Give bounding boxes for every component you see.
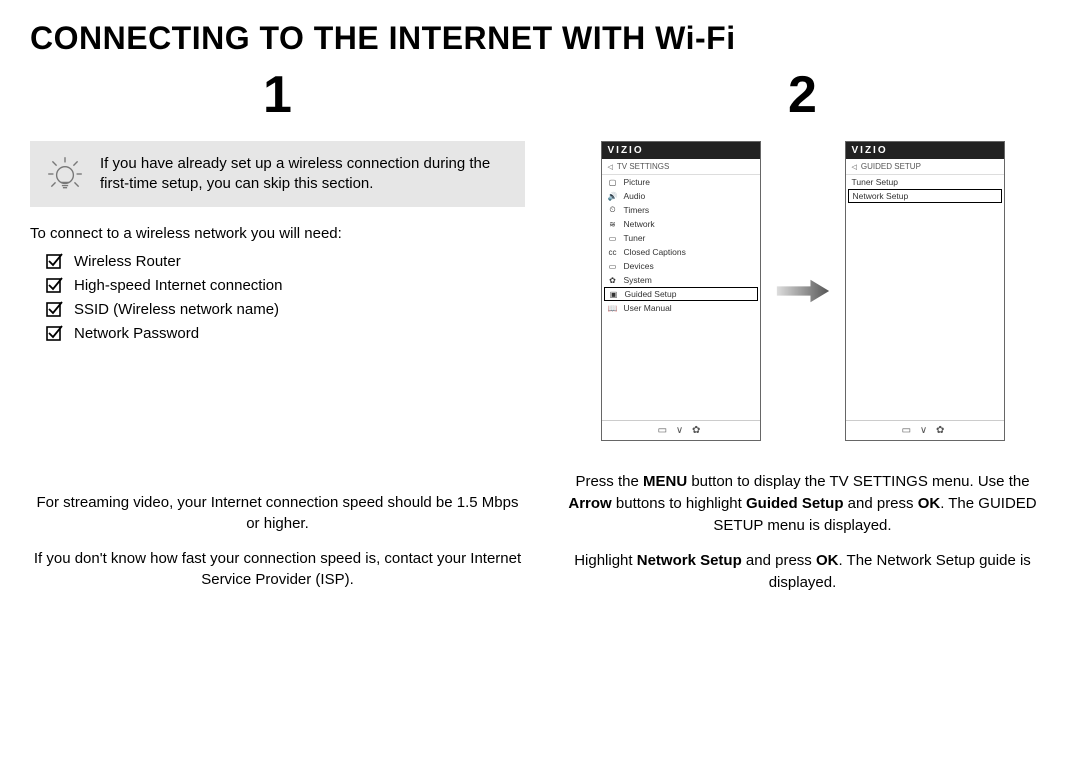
timers-icon: ⏲ — [608, 206, 618, 214]
menu-item-label: Network Setup — [853, 191, 909, 201]
back-triangle-icon: ◁ — [608, 163, 613, 171]
menu-item: ≋ Network — [602, 217, 760, 231]
menu-item-label: Devices — [624, 261, 654, 271]
screens-row: VIZIO ◁ TV SETTINGS ▢ Picture 🔊 Audio ⏲ Tim… — [555, 141, 1050, 441]
list-item: High-speed Internet connection — [46, 276, 525, 294]
screen-brand: VIZIO — [846, 142, 1004, 159]
menu-list: ▢Picture 🔊Audio ⏲Timers ≋Network ▭Tuner … — [602, 175, 760, 420]
list-item-label: High-speed Internet connection — [74, 277, 282, 294]
screen-header-label: GUIDED SETUP — [861, 162, 921, 171]
menu-item: ✿ System — [602, 273, 760, 287]
menu-item-selected: Network Setup — [848, 189, 1002, 203]
tip-box: If you have already set up a wireless co… — [30, 141, 525, 207]
page-title: CONNECTING TO THE INTERNET WITH Wi-Fi — [30, 20, 1050, 57]
audio-icon: 🔊 — [608, 192, 618, 200]
screen-footer: ▭ ∨ ✿ — [602, 420, 760, 440]
network-icon: ≋ — [608, 220, 618, 228]
checkmark-icon — [46, 324, 64, 342]
menu-item: ▭ Devices — [602, 259, 760, 273]
note-2: If you don't know how fast your connecti… — [30, 548, 525, 590]
menu-item: ▭ Tuner — [602, 231, 760, 245]
step-2-column: 2 VIZIO ◁ TV SETTINGS ▢ Picture 🔊 Audio ⏲ T… — [555, 65, 1050, 594]
back-triangle-icon: ◁ — [852, 163, 857, 171]
system-icon: ✿ — [608, 276, 618, 284]
arrow-icon — [775, 277, 831, 305]
menu-item-selected: ▣ Guided Setup — [604, 287, 758, 301]
manual-icon: 📖 — [608, 304, 618, 312]
tv-settings-screen: VIZIO ◁ TV SETTINGS ▢ Picture 🔊 Audio ⏲ Tim… — [601, 141, 761, 441]
menu-item: 🔊 Audio — [602, 189, 760, 203]
menu-item: ▢ Picture — [602, 175, 760, 189]
menu-item-label: Audio — [624, 191, 646, 201]
devices-icon: ▭ — [608, 262, 618, 270]
instruction-2: Highlight Network Setup and press OK. Th… — [555, 550, 1050, 594]
menu-item: 📖 User Manual — [602, 301, 760, 315]
list-item-label: SSID (Wireless network name) — [74, 301, 279, 318]
screen-header: ◁ GUIDED SETUP — [846, 159, 1004, 175]
tuner-icon: ▭ — [608, 234, 618, 242]
list-item-label: Wireless Router — [74, 253, 181, 270]
menu-item-label: Guided Setup — [625, 289, 677, 299]
list-item: Wireless Router — [46, 252, 525, 270]
menu-item-label: Tuner — [624, 233, 646, 243]
picture-icon: ▢ — [608, 178, 618, 186]
screen-footer: ▭ ∨ ✿ — [846, 420, 1004, 440]
menu-item-label: Picture — [624, 177, 650, 187]
cc-icon: cc — [608, 248, 618, 256]
menu-item-label: User Manual — [624, 303, 672, 313]
step-1-column: 1 If you have alr — [30, 65, 525, 594]
menu-item: ⏲ Timers — [602, 203, 760, 217]
screen-header-label: TV SETTINGS — [617, 162, 669, 171]
menu-item: cc Closed Captions — [602, 245, 760, 259]
lead-text: To connect to a wireless network you wil… — [30, 225, 525, 242]
instruction-1: Press the MENU button to display the TV … — [555, 471, 1050, 536]
menu-item-label: Tuner Setup — [852, 177, 898, 187]
list-item-label: Network Password — [74, 325, 199, 342]
step-2-number: 2 — [555, 65, 1050, 125]
screen-header: ◁ TV SETTINGS — [602, 159, 760, 175]
screen-brand: VIZIO — [602, 142, 760, 159]
checkmark-icon — [46, 276, 64, 294]
step-1-number: 1 — [30, 65, 525, 125]
list-item: SSID (Wireless network name) — [46, 300, 525, 318]
tip-text: If you have already set up a wireless co… — [100, 154, 511, 195]
menu-item-label: Timers — [624, 205, 650, 215]
menu-item: Tuner Setup — [846, 175, 1004, 189]
step-1-notes: For streaming video, your Internet conne… — [30, 492, 525, 590]
columns: 1 If you have alr — [30, 65, 1050, 594]
step-2-instructions: Press the MENU button to display the TV … — [555, 471, 1050, 594]
menu-item-label: Closed Captions — [624, 247, 686, 257]
list-item: Network Password — [46, 324, 525, 342]
checkmark-icon — [46, 252, 64, 270]
checkmark-icon — [46, 300, 64, 318]
note-1: For streaming video, your Internet conne… — [30, 492, 525, 534]
menu-item-label: Network — [624, 219, 655, 229]
menu-item-label: System — [624, 275, 652, 285]
guided-setup-screen: VIZIO ◁ GUIDED SETUP Tuner Setup Network… — [845, 141, 1005, 441]
lightbulb-icon — [44, 153, 86, 195]
menu-list: Tuner Setup Network Setup — [846, 175, 1004, 420]
checklist: Wireless Router High-speed Internet conn… — [30, 252, 525, 342]
guided-setup-icon: ▣ — [609, 290, 619, 298]
